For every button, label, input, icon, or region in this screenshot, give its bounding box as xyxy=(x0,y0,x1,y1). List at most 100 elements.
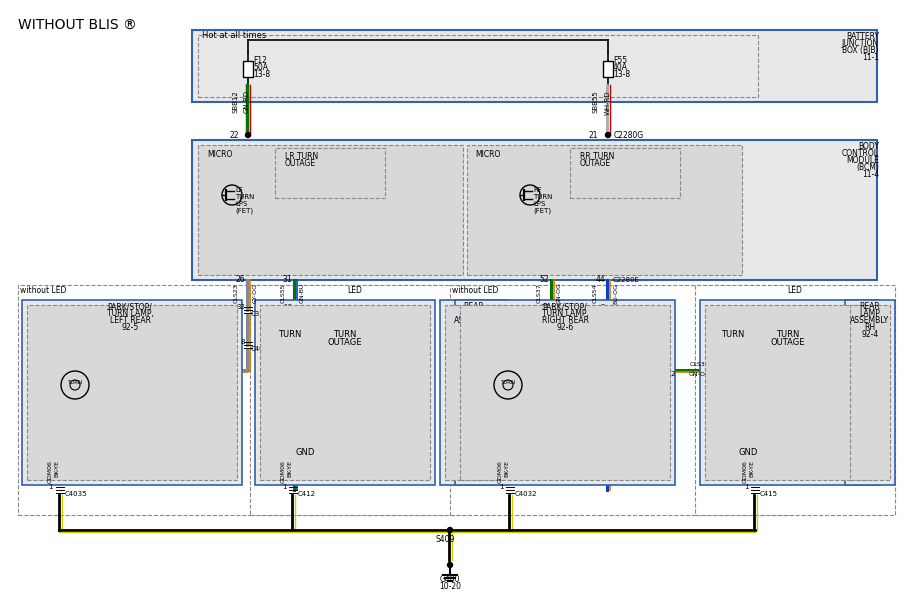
Text: BK-YE: BK-YE xyxy=(505,460,509,477)
Text: 1: 1 xyxy=(48,484,53,490)
Text: SBB55: SBB55 xyxy=(592,90,598,113)
Text: C415: C415 xyxy=(760,491,778,497)
Text: TURN: TURN xyxy=(235,194,254,200)
Text: GN-BU: GN-BU xyxy=(300,283,305,303)
Bar xyxy=(192,140,877,280)
Text: 4: 4 xyxy=(288,339,292,345)
Text: C4032: C4032 xyxy=(515,491,538,497)
Text: RH: RH xyxy=(864,323,875,332)
Text: CLS54: CLS54 xyxy=(593,283,597,303)
Bar xyxy=(603,60,613,76)
Text: 32: 32 xyxy=(236,304,245,310)
Text: 92-4: 92-4 xyxy=(862,330,879,339)
Text: LED: LED xyxy=(787,286,803,295)
Circle shape xyxy=(245,132,251,137)
Text: 13-8: 13-8 xyxy=(253,70,270,79)
Bar xyxy=(198,35,758,97)
Text: C412: C412 xyxy=(298,431,316,437)
Text: BK-YE: BK-YE xyxy=(288,460,292,477)
Circle shape xyxy=(448,528,452,533)
Text: GDM06: GDM06 xyxy=(281,460,285,483)
Bar xyxy=(18,285,448,515)
Text: C316: C316 xyxy=(555,311,573,317)
Text: 8: 8 xyxy=(241,339,245,345)
Text: GN-OG: GN-OG xyxy=(557,282,562,304)
Text: BODY: BODY xyxy=(858,142,879,151)
Text: CLS54: CLS54 xyxy=(593,430,597,450)
Text: ASSEMBLY: ASSEMBLY xyxy=(454,316,494,325)
Text: 21: 21 xyxy=(588,131,598,140)
Text: 9: 9 xyxy=(600,304,605,310)
Text: without LED: without LED xyxy=(20,286,66,295)
Text: C412: C412 xyxy=(298,491,316,497)
Text: REAR: REAR xyxy=(464,302,484,311)
Text: MICRO: MICRO xyxy=(207,150,232,159)
Text: 1: 1 xyxy=(282,484,287,490)
Text: BU-OG: BU-OG xyxy=(613,282,618,304)
Text: PARK/STOP/: PARK/STOP/ xyxy=(107,302,153,311)
Text: BU-OG: BU-OG xyxy=(613,346,618,367)
Text: 3: 3 xyxy=(600,339,605,345)
Text: LED: LED xyxy=(348,286,362,295)
Text: WITHOUT BLIS ®: WITHOUT BLIS ® xyxy=(18,18,137,32)
Text: Hot at all times: Hot at all times xyxy=(202,31,266,40)
Text: 10-20: 10-20 xyxy=(439,582,461,591)
Text: C408: C408 xyxy=(298,346,316,352)
Bar xyxy=(250,285,470,515)
Text: CLS54: CLS54 xyxy=(593,347,597,367)
Text: C2280E: C2280E xyxy=(613,277,640,283)
Text: SBB12: SBB12 xyxy=(232,90,238,113)
Text: C4035: C4035 xyxy=(65,491,87,497)
Bar xyxy=(705,305,875,480)
Bar xyxy=(700,300,880,485)
Text: ASSEMBLY: ASSEMBLY xyxy=(851,316,890,325)
Text: WH-RD: WH-RD xyxy=(605,90,611,115)
Text: LAMP: LAMP xyxy=(464,309,485,318)
Text: GN-RD: GN-RD xyxy=(244,90,250,113)
Text: C4032: C4032 xyxy=(654,371,676,377)
Bar xyxy=(260,305,430,480)
Text: (FET): (FET) xyxy=(533,208,551,215)
Text: 92-6: 92-6 xyxy=(557,323,574,332)
Text: CLS37: CLS37 xyxy=(690,362,710,367)
Text: LEFT REAR: LEFT REAR xyxy=(110,316,151,325)
Text: GND: GND xyxy=(738,448,757,457)
Text: C2280G: C2280G xyxy=(614,131,645,140)
Text: LH: LH xyxy=(469,323,479,332)
Text: C327: C327 xyxy=(611,311,629,317)
Text: OUTAGE: OUTAGE xyxy=(285,159,316,168)
Text: BK-YE: BK-YE xyxy=(749,460,755,477)
Text: CLS55: CLS55 xyxy=(281,347,285,367)
Text: F12: F12 xyxy=(253,56,267,65)
Text: RF: RF xyxy=(533,187,542,193)
Text: PARK/STOP/: PARK/STOP/ xyxy=(543,302,587,311)
Text: 33: 33 xyxy=(540,304,549,310)
Bar xyxy=(243,60,253,76)
Text: GY-OG: GY-OG xyxy=(253,283,258,303)
Text: CLS55: CLS55 xyxy=(281,430,285,450)
Bar xyxy=(445,305,503,480)
Bar xyxy=(460,305,670,480)
Bar xyxy=(27,305,237,480)
Text: MICRO: MICRO xyxy=(475,150,500,159)
Text: TURN: TURN xyxy=(721,330,745,339)
Text: JUNCTION: JUNCTION xyxy=(842,39,879,48)
Text: TURN: TURN xyxy=(533,194,552,200)
Bar xyxy=(255,300,435,485)
Bar xyxy=(192,30,877,102)
Text: GY-OG: GY-OG xyxy=(150,372,170,377)
Text: TURN: TURN xyxy=(67,379,83,384)
Text: 50A: 50A xyxy=(253,63,268,72)
Text: CLS37: CLS37 xyxy=(537,283,541,303)
Text: 52: 52 xyxy=(539,276,549,284)
Text: TURN: TURN xyxy=(333,330,357,339)
Text: 40A: 40A xyxy=(613,63,628,72)
Bar xyxy=(198,145,463,275)
Text: 31: 31 xyxy=(282,276,292,284)
Bar xyxy=(455,300,675,485)
Text: LAMP: LAMP xyxy=(860,309,881,318)
Text: 11-4: 11-4 xyxy=(862,170,879,179)
Text: C405: C405 xyxy=(251,346,269,352)
Text: CLS23: CLS23 xyxy=(150,362,170,367)
Text: GDM06: GDM06 xyxy=(743,460,747,483)
